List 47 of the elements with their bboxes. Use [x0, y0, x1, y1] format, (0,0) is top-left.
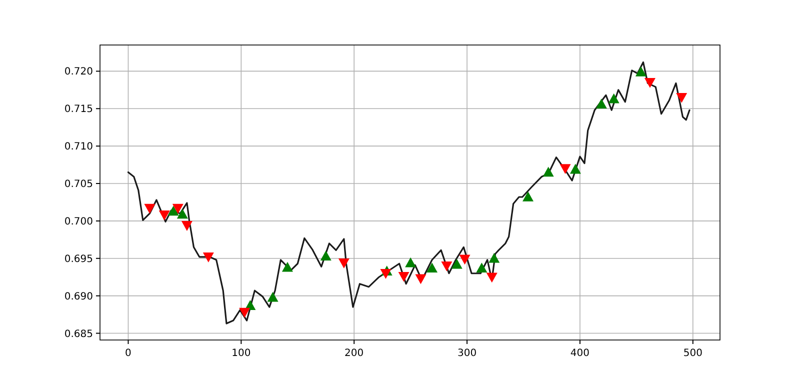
point [267, 292, 278, 302]
y-tick-label: 0.685 [64, 328, 93, 340]
point [144, 204, 156, 214]
x-tick-label: 500 [683, 348, 702, 359]
y-tick-label: 0.710 [64, 142, 93, 153]
point [320, 250, 332, 261]
point [239, 308, 250, 318]
x-tick-label: 400 [570, 348, 590, 359]
y-tick-label: 0.705 [64, 179, 93, 190]
x-tick-label: 200 [344, 348, 364, 359]
point [415, 274, 426, 284]
point [644, 78, 656, 88]
y-tick-label: 0.700 [64, 216, 93, 228]
point [486, 272, 498, 283]
point [172, 204, 184, 214]
point [405, 257, 416, 268]
point [380, 268, 392, 279]
point [635, 66, 646, 76]
point [542, 166, 554, 177]
point [570, 164, 581, 174]
point [441, 261, 452, 272]
point [338, 258, 350, 268]
y-tick-label: 0.690 [64, 291, 93, 302]
point [282, 262, 293, 272]
point [168, 206, 179, 216]
x-tick-label: 0 [125, 348, 132, 359]
point [426, 262, 438, 273]
point [522, 191, 534, 202]
point [608, 93, 620, 104]
y-tick-label: 0.720 [64, 66, 93, 78]
point [451, 258, 462, 269]
point [202, 252, 214, 262]
point [158, 210, 170, 220]
line-series [127, 61, 690, 324]
x-tick-label: 300 [457, 348, 477, 359]
point [676, 93, 688, 103]
point [596, 98, 607, 109]
point [560, 164, 571, 174]
point [459, 254, 470, 265]
point [488, 252, 500, 263]
point [476, 262, 488, 273]
y-tick-label: 0.695 [64, 254, 93, 265]
point [398, 272, 410, 282]
point [181, 221, 192, 231]
point [176, 208, 188, 219]
x-tick-label: 100 [232, 348, 251, 359]
y-tick-label: 0.715 [64, 104, 93, 116]
